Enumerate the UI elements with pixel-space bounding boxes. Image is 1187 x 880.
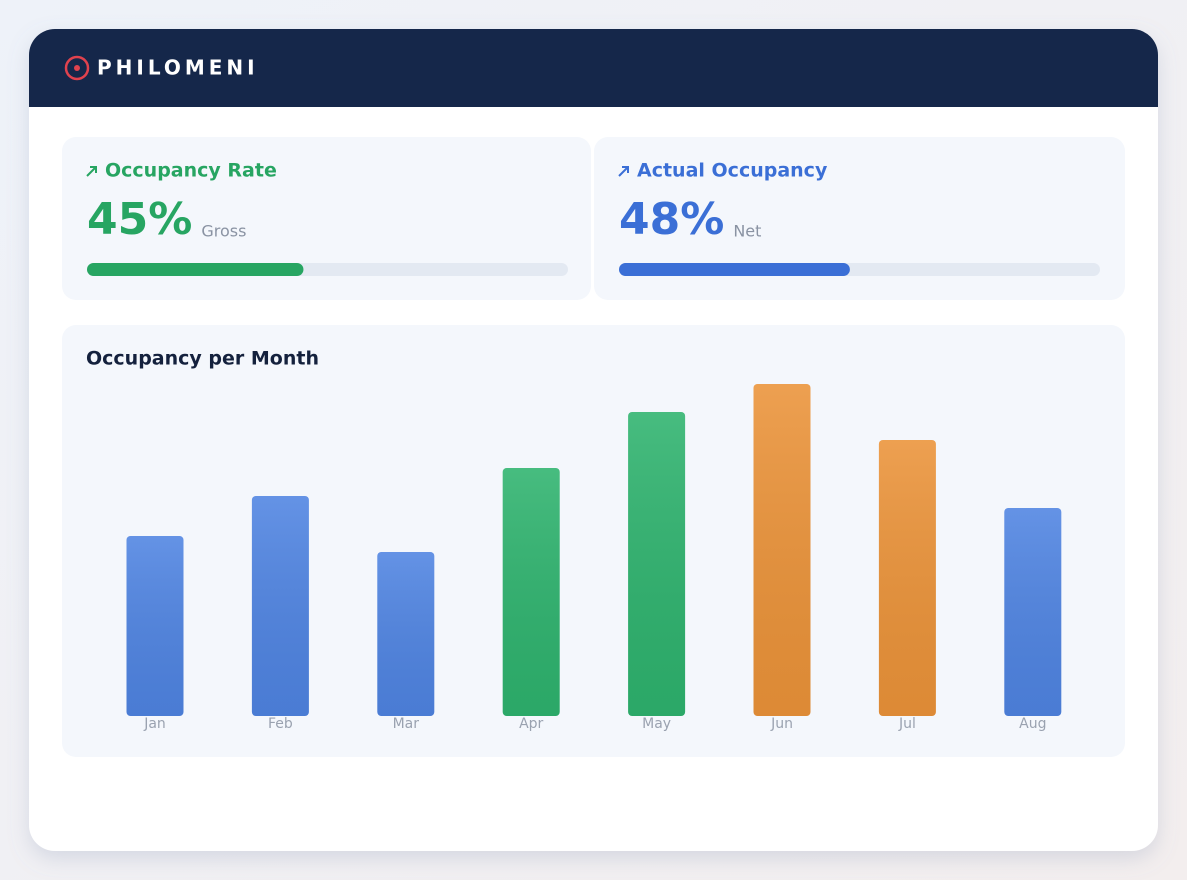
- bar-shade: [878, 440, 936, 716]
- bar-shade: [1004, 508, 1062, 716]
- kpi-value: 45%: [87, 194, 192, 245]
- chart-title: Occupancy per Month: [86, 348, 319, 370]
- x-tick-label: May: [642, 716, 671, 732]
- kpi-panel: [62, 137, 591, 300]
- header-bar: [29, 29, 1158, 107]
- progress-fill: [619, 263, 850, 276]
- kpi-note: Gross: [201, 222, 246, 241]
- bar-shade: [628, 412, 686, 716]
- x-tick-label: Jul: [898, 716, 916, 732]
- kpi-note: Net: [733, 222, 761, 241]
- x-tick-label: Apr: [519, 716, 543, 732]
- bar-shade: [753, 384, 811, 716]
- chart-panel: [62, 325, 1125, 757]
- bar-shade: [377, 552, 435, 716]
- bar-shade: [251, 496, 309, 716]
- x-tick-label: Jun: [770, 716, 793, 732]
- brand: PHILOMENI: [97, 56, 259, 80]
- x-tick-label: Aug: [1019, 716, 1046, 732]
- bar-shade: [126, 536, 184, 716]
- progress-fill: [87, 263, 304, 276]
- kpi-title: Actual Occupancy: [637, 160, 828, 182]
- x-tick-label: Feb: [268, 716, 293, 732]
- x-tick-label: Jan: [143, 716, 166, 732]
- kpi-value: 48%: [619, 194, 724, 245]
- logo-dot: [74, 65, 80, 71]
- bar-shade: [502, 468, 560, 716]
- trend-icon: [86, 166, 97, 177]
- kpi-title: Occupancy Rate: [105, 160, 277, 182]
- logo-ring: [64, 55, 90, 81]
- x-tick-label: Mar: [393, 716, 420, 732]
- kpi-panel: [594, 137, 1125, 300]
- trend-icon: [618, 166, 629, 177]
